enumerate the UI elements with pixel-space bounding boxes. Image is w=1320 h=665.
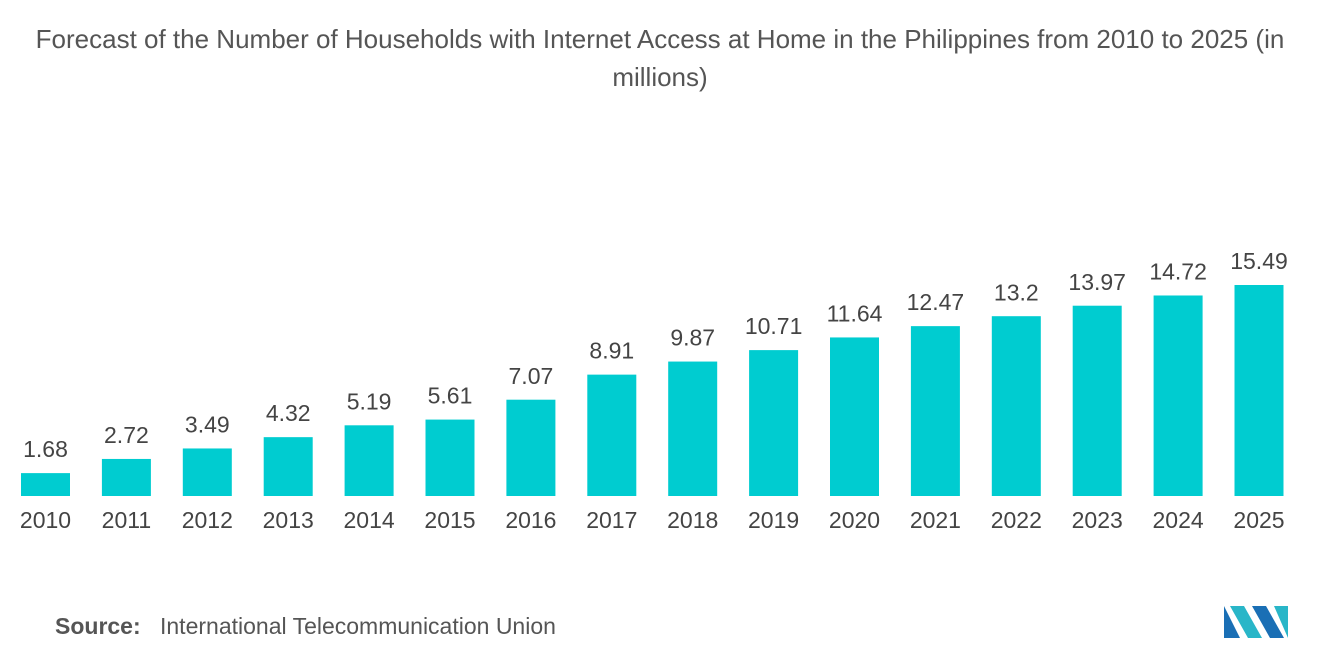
data-label: 4.32 [266,400,311,426]
bar [21,473,70,496]
x-tick-label: 2011 [102,507,151,533]
bar [1153,295,1203,496]
bar [182,448,232,496]
data-label: 2.72 [104,422,149,448]
bar [830,337,879,496]
x-tick-label: 2025 [1233,507,1284,533]
bar [263,437,313,496]
data-label: 14.72 [1149,259,1207,285]
x-tick-label: 2019 [748,507,799,533]
data-label: 10.71 [745,313,803,339]
x-tick-label: 2013 [263,507,314,533]
x-tick-label: 2012 [182,507,233,533]
bar [1234,285,1284,496]
data-label: 5.19 [347,388,392,414]
bar [668,361,718,496]
data-label: 7.07 [509,363,554,389]
bar [506,399,556,496]
data-label: 13.2 [994,279,1039,305]
x-tick-label: 2024 [1153,507,1204,533]
data-label: 12.47 [907,289,965,315]
data-label: 1.68 [23,436,68,462]
chart-title: Forecast of the Number of Households wit… [35,24,1285,92]
x-tick-label: 2017 [586,507,637,533]
source-label: Source: [55,613,141,639]
data-label: 9.87 [670,325,715,351]
bar [425,419,475,496]
data-label: 15.49 [1230,248,1288,274]
x-tick-label: 2016 [505,507,556,533]
x-tick-label: 2022 [991,507,1042,533]
bar [101,458,151,496]
bar [910,326,960,496]
x-tick-label: 2021 [910,507,961,533]
bar [587,374,637,496]
data-label: 8.91 [589,338,634,364]
x-tick-label: 2020 [829,507,880,533]
bar [344,425,394,496]
data-label: 13.97 [1068,269,1126,295]
bar [749,350,799,496]
x-tick-label: 2023 [1072,507,1123,533]
x-tick-label: 2010 [20,507,71,533]
title-box: Forecast of the Number of Households wit… [35,24,1285,92]
data-label: 11.64 [827,301,883,327]
x-tick-label: 2015 [424,507,475,533]
x-tick-label: 2018 [667,507,718,533]
x-tick-label: 2014 [344,507,395,533]
data-label: 3.49 [185,412,230,438]
source: International Telecommunication Union [160,613,556,639]
bar [991,316,1041,496]
logo [1224,606,1288,638]
bar [1072,305,1122,496]
data-label: 5.61 [428,383,473,409]
